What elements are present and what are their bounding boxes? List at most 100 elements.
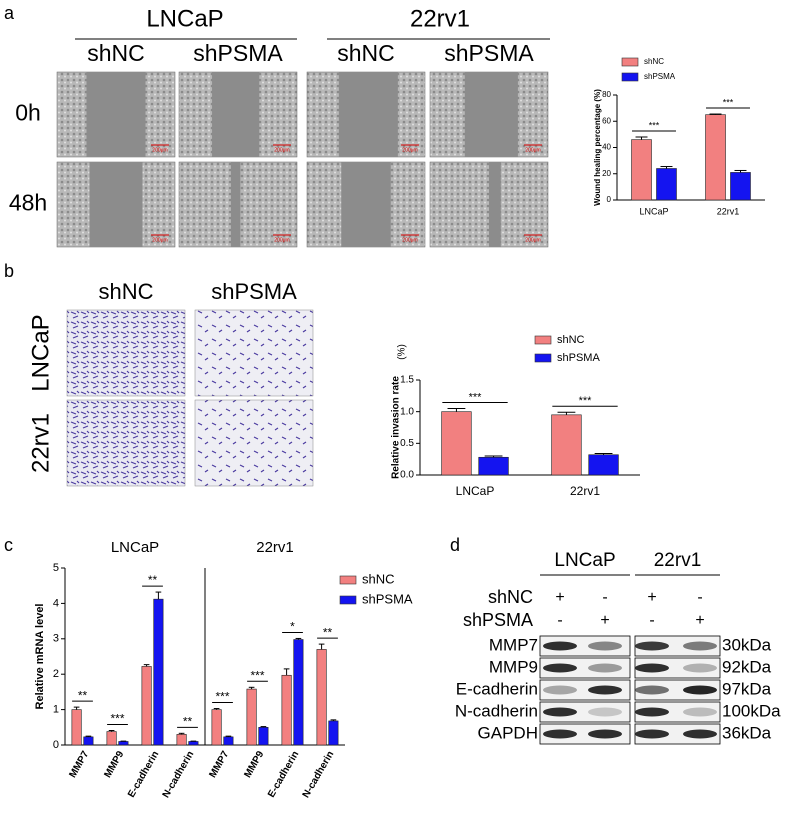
blot-band — [683, 685, 717, 695]
size-label: 92kDa — [722, 657, 772, 676]
y-tick-label: 1 — [53, 704, 59, 716]
wound-gap — [212, 72, 260, 157]
blot-band — [588, 707, 622, 717]
scale-bar-label: 200μm — [152, 147, 167, 153]
bar — [631, 139, 652, 201]
wound-gap — [464, 72, 518, 157]
bar — [153, 598, 164, 746]
wound-gap — [230, 162, 241, 247]
group-header: shNC — [98, 279, 153, 304]
legend-label: shNC — [362, 571, 395, 586]
panel-label: a — [4, 3, 15, 23]
y-axis-label: Wound healing percentage (%) — [593, 89, 602, 206]
y-tick-label: 0.0 — [400, 470, 414, 481]
bar — [551, 414, 582, 476]
time-label: 0h — [15, 100, 41, 126]
x-tick-label: LNCaP — [456, 484, 495, 498]
group-label: LNCaP — [111, 539, 159, 556]
y-tick-label: 0.5 — [400, 438, 414, 449]
bar — [71, 709, 82, 746]
cell-line-label: 22rv1 — [27, 413, 54, 473]
condition-label: shPSMA — [463, 610, 533, 630]
micrograph — [194, 399, 314, 487]
significance-label: *** — [579, 395, 593, 407]
condition-label: shNC — [488, 587, 533, 607]
blot-band — [635, 663, 669, 673]
blot-band — [635, 685, 669, 695]
micrograph — [66, 309, 186, 397]
scale-bar-label: 200μm — [152, 237, 167, 243]
y-tick-label: 3 — [53, 633, 59, 645]
group-header: shNC — [87, 40, 145, 66]
scale-bar-label: 200μm — [525, 237, 540, 243]
panel-label: c — [4, 535, 13, 555]
x-tick-label: LNCaP — [639, 206, 668, 216]
panel-label: d — [450, 535, 460, 555]
scale-bar-label: 200μm — [525, 147, 540, 153]
legend-label: shPSMA — [362, 591, 413, 606]
wound-gap — [489, 162, 501, 247]
significance-label: *** — [215, 690, 229, 704]
x-tick-label: N-cadherin — [301, 749, 337, 800]
wound-gap — [338, 72, 398, 157]
bar — [176, 734, 187, 746]
bar — [478, 456, 509, 476]
panel-label: b — [4, 261, 14, 281]
bar — [188, 741, 199, 746]
wound-gap — [86, 72, 146, 157]
y-tick-label: 1.0 — [400, 406, 414, 417]
blot-band — [543, 707, 577, 717]
group-header: shPSMA — [444, 40, 534, 66]
y-axis-label: Relative mRNA level — [34, 604, 46, 710]
bar — [246, 688, 257, 746]
y-tick-label: 40 — [602, 143, 611, 152]
blot-band — [543, 685, 577, 695]
size-label: 97kDa — [722, 679, 772, 698]
bar — [588, 454, 619, 476]
x-tick-label: 22rv1 — [717, 206, 740, 216]
bar — [118, 741, 129, 746]
bar — [106, 731, 117, 746]
x-tick-label: MMP7 — [67, 749, 91, 780]
blot-band — [588, 685, 622, 695]
bar — [83, 736, 94, 746]
y-tick-label: 4 — [53, 597, 59, 609]
legend-swatch — [621, 57, 639, 67]
blot-strip — [539, 723, 631, 745]
blot-strip — [539, 701, 631, 723]
protein-label: GAPDH — [478, 723, 538, 742]
bar — [328, 720, 339, 746]
scale-bar-label: 200μm — [274, 147, 289, 153]
lane-sign: - — [557, 612, 562, 629]
legend-swatch — [621, 72, 639, 82]
bar — [281, 674, 292, 746]
legend-label: shPSMA — [644, 72, 676, 81]
blot-band — [683, 641, 717, 651]
legend-label: shPSMA — [557, 352, 600, 364]
bar — [730, 172, 751, 201]
wound-gap — [341, 162, 391, 247]
y-axis-unit: (%) — [397, 344, 408, 360]
significance-label: ** — [323, 625, 333, 639]
lane-sign: + — [695, 612, 704, 629]
blot-band — [543, 641, 577, 651]
bar — [293, 639, 304, 746]
blot-band — [635, 641, 669, 651]
y-tick-label: 2 — [53, 668, 59, 680]
blot-band — [588, 729, 622, 739]
scale-bar-label: 200μm — [274, 237, 289, 243]
significance-label: * — [290, 620, 295, 634]
x-tick-label: N-cadherin — [161, 749, 197, 800]
legend-label: shNC — [557, 334, 585, 346]
legend-swatch — [534, 335, 552, 345]
significance-label: *** — [250, 668, 264, 682]
group-header: shPSMA — [193, 40, 283, 66]
blot-band — [683, 663, 717, 673]
legend-label: shNC — [644, 57, 664, 66]
size-label: 36kDa — [722, 723, 772, 742]
significance-label: ** — [183, 714, 193, 728]
bar — [223, 736, 234, 746]
blot-band — [683, 707, 717, 717]
bar — [316, 649, 327, 746]
